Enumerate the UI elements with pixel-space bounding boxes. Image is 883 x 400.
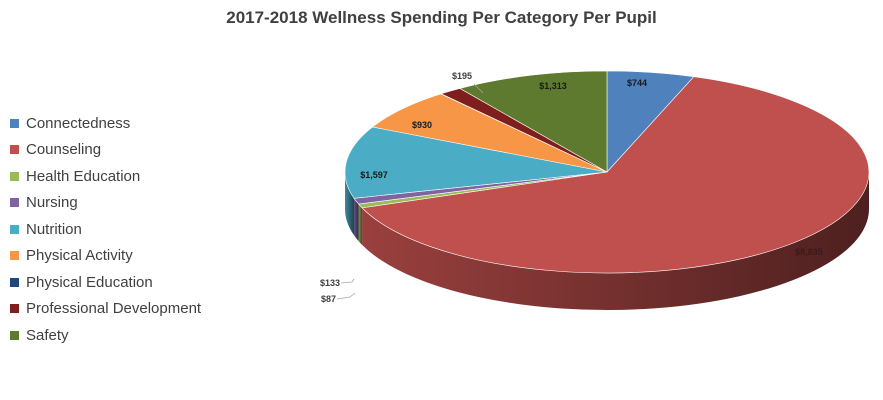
legend-item: Safety — [10, 322, 240, 349]
leader-line — [336, 292, 356, 300]
legend-label: Nursing — [26, 194, 78, 212]
legend-label: Professional Development — [26, 300, 202, 318]
data-label: $744 — [627, 78, 647, 88]
legend-label: Counseling — [26, 141, 102, 159]
legend-label: Physical Education — [26, 273, 153, 291]
legend-swatch — [10, 330, 19, 340]
legend-item: Connectedness — [10, 110, 240, 137]
pie-slice-side — [362, 172, 869, 310]
pie-slice — [371, 93, 608, 173]
legend-swatch — [10, 304, 19, 314]
legend-item: Nursing — [10, 190, 240, 217]
pie-slice — [344, 126, 608, 199]
data-label: $1,313 — [539, 81, 567, 91]
legend-swatch — [10, 171, 19, 181]
leader-line — [473, 83, 484, 94]
data-label: $1,597 — [360, 170, 388, 180]
legend-swatch — [10, 145, 19, 155]
legend-swatch — [10, 118, 19, 128]
pie-slice-side — [354, 198, 359, 242]
pie-slice — [361, 76, 870, 274]
legend-swatch — [10, 251, 19, 261]
chart-title: 2017-2018 Wellness Spending Per Category… — [226, 8, 657, 27]
legend-item: Professional Development — [10, 296, 240, 323]
legend-label: Connectedness — [26, 114, 131, 132]
legend: Connectedness Counseling Health Education N… — [10, 110, 240, 349]
data-label: $133 — [320, 278, 340, 288]
legend-label: Physical Activity — [26, 247, 133, 265]
legend-item: Nutrition — [10, 216, 240, 243]
legend-item: Health Education — [10, 163, 240, 190]
pie-slice-side — [358, 204, 363, 245]
data-label: $8,835 — [795, 247, 823, 257]
legend-label: Nutrition — [26, 220, 82, 238]
legend-item: Counseling — [10, 137, 240, 164]
legend-label: Health Education — [26, 167, 141, 185]
legend-swatch — [10, 198, 19, 208]
legend-swatch — [10, 224, 19, 234]
legend-item: Physical Education — [10, 269, 240, 296]
legend-swatch — [10, 277, 19, 287]
legend-item: Physical Activity — [10, 243, 240, 270]
data-label: $195 — [452, 71, 472, 81]
pie-slice — [459, 70, 608, 173]
data-label: $930 — [412, 120, 432, 130]
pie-slice-side — [345, 172, 355, 236]
legend-label: Safety — [26, 326, 69, 344]
data-label: $87 — [321, 294, 336, 304]
leader-line — [340, 278, 355, 284]
